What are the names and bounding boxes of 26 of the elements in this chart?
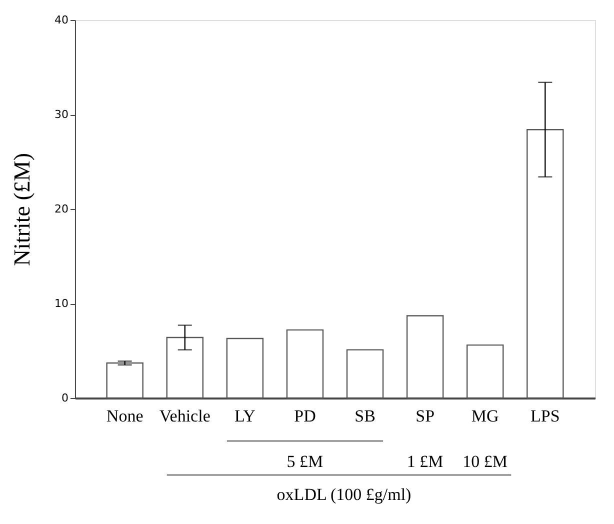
- x-tick-label: SP: [416, 406, 435, 426]
- x-tick-label: SB: [354, 406, 376, 426]
- bar: [406, 315, 444, 399]
- x-tick-label: PD: [294, 406, 316, 426]
- text: 10 £M: [462, 452, 508, 471]
- bar: [286, 329, 324, 399]
- x-tick-label: LY: [234, 406, 256, 426]
- y-tick-label: 40: [54, 14, 68, 26]
- bar: [106, 362, 144, 399]
- y-tick-label: 30: [54, 108, 68, 121]
- bar: [166, 336, 204, 399]
- y-tick-label: 0: [62, 392, 68, 404]
- bar: [226, 338, 264, 399]
- bar: [466, 344, 504, 399]
- x-tick-label: MG: [471, 406, 499, 426]
- y-tick-label: 20: [54, 202, 68, 216]
- bar: [526, 129, 564, 399]
- y-axis-title: Nitrite (£M): [10, 152, 35, 266]
- text: 5 £M: [286, 452, 324, 471]
- x-tick-label: None: [106, 406, 144, 426]
- y-tick-label: 10: [54, 297, 68, 310]
- text: oxLDL (100 £g/ml): [276, 485, 412, 504]
- bar: [346, 349, 384, 399]
- text: 1 £M: [406, 452, 444, 471]
- x-tick-label: LPS: [530, 406, 560, 426]
- x-tick-label: Vehicle: [159, 406, 210, 426]
